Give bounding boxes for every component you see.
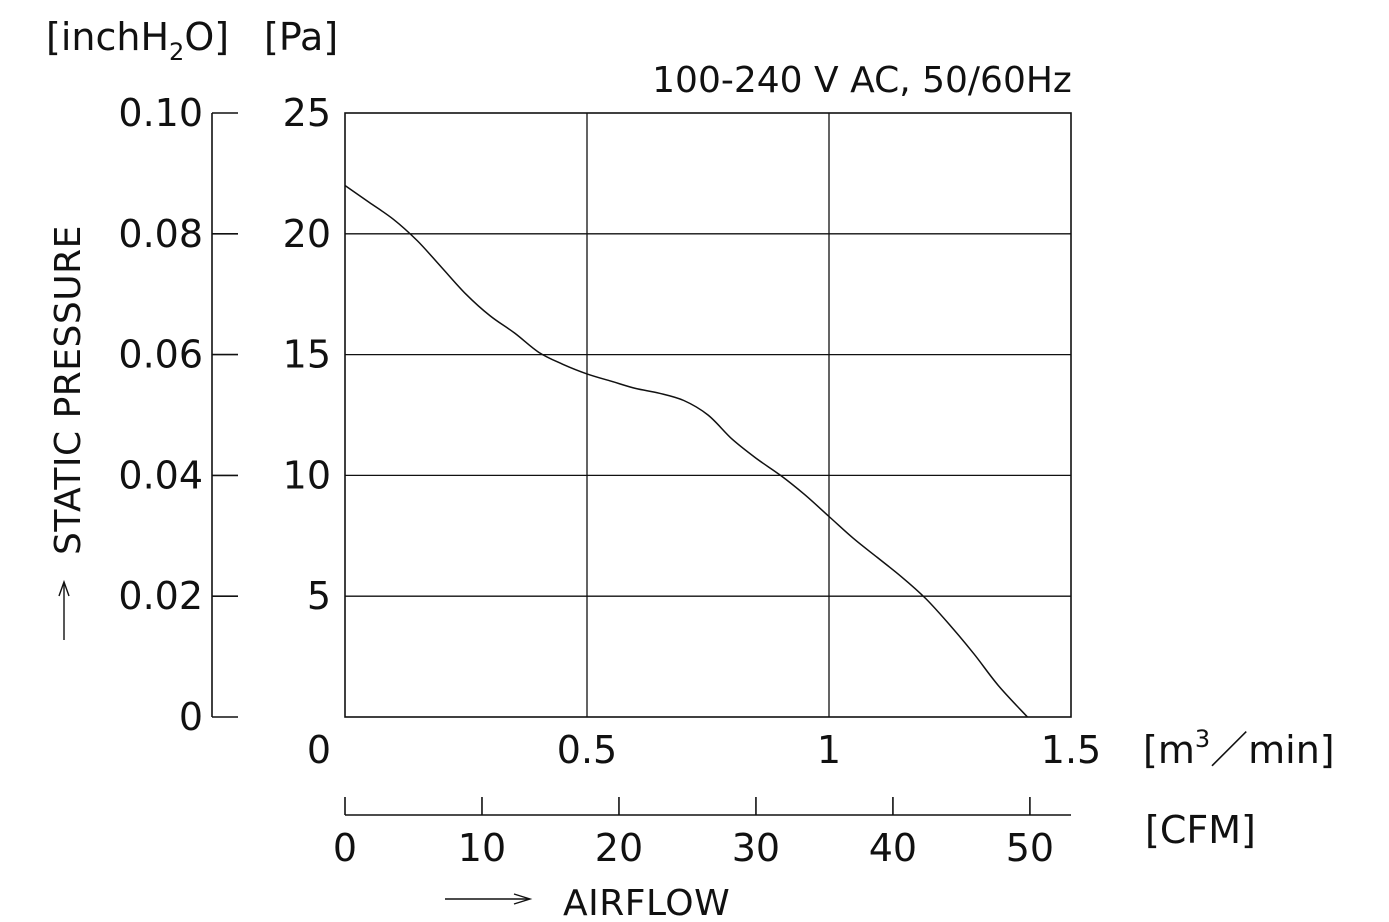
plot-frame	[344, 112, 1072, 718]
y2-tick-label: 0.08	[118, 212, 203, 256]
y-axis-arrow-icon	[58, 579, 70, 640]
x-unit-tail: ／min]	[1210, 728, 1334, 772]
y-tick-label: 10	[283, 453, 331, 497]
x-unit-label: [m3／min]	[1143, 725, 1335, 772]
x2-axis: 0 10 20 30 40 50	[333, 797, 1071, 870]
y-unit-inch-sub: 2	[169, 38, 184, 66]
x-axis-title: AIRFLOW	[563, 883, 730, 922]
y-tick-label: 5	[307, 574, 331, 618]
y2-tick-label: 0.02	[118, 574, 203, 618]
y-tick-labels: 5 10 15 20 25	[283, 91, 331, 618]
plot-area	[344, 112, 1072, 718]
y-unit-inch-base: [inchH	[46, 15, 169, 59]
y2-tick-label: 0.06	[118, 333, 203, 377]
x-tick-label: 1	[817, 728, 841, 772]
y-unit-pa: [Pa]	[264, 15, 338, 59]
y2-tick-label: 0.10	[118, 91, 203, 135]
x-axis-arrow-icon	[445, 893, 533, 905]
x2-unit-label: [CFM]	[1145, 808, 1256, 852]
chart-title: 100-240 V AC, 50/60Hz	[652, 60, 1072, 101]
y2-tick-label: 0.04	[118, 453, 203, 497]
x-tick-label: 0	[307, 728, 331, 772]
y2-tick-label: 0	[179, 695, 203, 739]
y-tick-label: 15	[283, 333, 331, 377]
y-unit-inchh2o: [inchH2O]	[46, 15, 229, 66]
x-unit-sup: 3	[1195, 725, 1210, 753]
x-tick-label: 1.5	[1041, 728, 1101, 772]
series-line	[344, 184, 1028, 718]
x2-tick-label: 20	[595, 826, 643, 870]
y-axis-title: STATIC PRESSURE	[48, 225, 89, 555]
x2-tick-label: 30	[732, 826, 780, 870]
y-tick-label: 25	[283, 91, 331, 135]
x2-tick-label: 50	[1006, 826, 1054, 870]
y2-axis: 0 0.02 0.04 0.06 0.08 0.10	[118, 91, 238, 739]
x2-tick-label: 40	[869, 826, 917, 870]
x-tick-label: 0.5	[557, 728, 617, 772]
y-tick-label: 20	[283, 212, 331, 256]
x2-tick-label: 10	[458, 826, 506, 870]
grid-lines	[345, 113, 1071, 717]
x-tick-labels: 0 0.5 1 1.5	[307, 728, 1101, 772]
x2-tick-label: 0	[333, 826, 357, 870]
x-unit-base: [m	[1143, 728, 1195, 772]
y-unit-inch-tail: O]	[184, 15, 229, 59]
